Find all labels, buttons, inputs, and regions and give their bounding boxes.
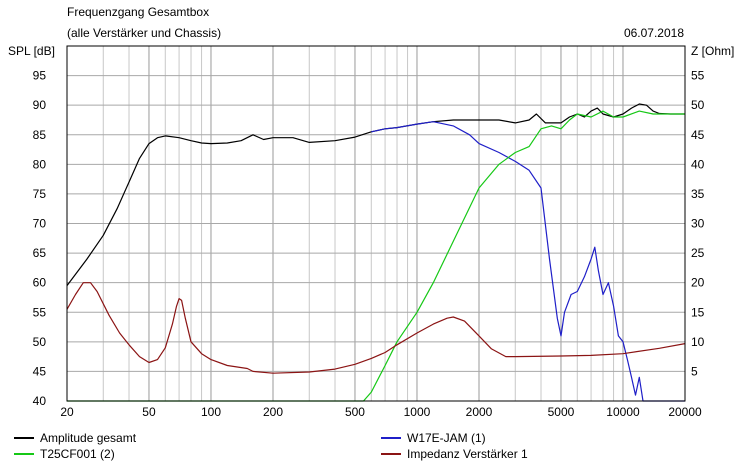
y-right-tick-label: 40 [691, 157, 705, 171]
y-right-tick-label: 25 [691, 246, 705, 260]
y-left-tick-label: 70 [33, 217, 47, 231]
legend-label: Impedanz Verstärker 1 [407, 447, 528, 461]
y-left-tick-label: 90 [33, 98, 47, 112]
x-tick-label: 50 [142, 405, 156, 419]
y-right-tick-label: 10 [691, 335, 705, 349]
x-tick-label: 200 [263, 405, 283, 419]
y-right-tick-label: 50 [691, 98, 705, 112]
chart-date: 06.07.2018 [624, 26, 684, 40]
y-left-tick-label: 45 [33, 364, 47, 378]
y-right-tick-label: 15 [691, 305, 705, 319]
x-tick-label: 100 [201, 405, 221, 419]
series-line-w17e-jam-1 [371, 121, 685, 402]
y-right-axis-label: Z [Ohm] [691, 44, 734, 58]
y-right-tick-label: 20 [691, 276, 705, 290]
x-tick-label: 20 [60, 405, 74, 419]
chart-title: Frequenzgang Gesamtbox [67, 5, 209, 19]
legend-swatch [14, 453, 34, 455]
y-left-tick-label: 80 [33, 157, 47, 171]
legend-label: Amplitude gesamt [40, 431, 137, 445]
y-left-tick-label: 95 [33, 69, 47, 83]
legend-label: W17E-JAM (1) [407, 431, 486, 445]
y-left-tick-label: 40 [33, 394, 47, 408]
legend-swatch [381, 437, 401, 439]
x-tick-label: 5000 [548, 405, 575, 419]
y-right-tick-label: 5 [691, 364, 698, 378]
x-tick-label: 500 [345, 405, 365, 419]
y-left-tick-label: 50 [33, 335, 47, 349]
chart-subtitle: (alle Verstärker und Chassis) [67, 26, 221, 40]
y-left-axis-label: SPL [dB] [8, 44, 55, 58]
y-right-tick-label: 30 [691, 217, 705, 231]
tick-labels: 20 50 100 200 500 1000 2000 5000 10000 20000 40 45 5… [33, 69, 705, 419]
x-tick-label: 2000 [466, 405, 493, 419]
y-left-tick-label: 85 [33, 128, 47, 142]
y-left-tick-label: 55 [33, 305, 47, 319]
plot-frame [66, 45, 686, 402]
x-tick-label: 20000 [668, 405, 702, 419]
y-right-tick-label: 55 [691, 69, 705, 83]
legend-item: Impedanz Verstärker 1 [381, 447, 528, 461]
y-left-tick-label: 60 [33, 276, 47, 290]
series-lines [66, 103, 686, 402]
y-left-tick-label: 65 [33, 246, 47, 260]
series-line-impedanz-verst-rker-1 [66, 282, 686, 374]
y-left-tick-label: 75 [33, 187, 47, 201]
x-tick-label: 1000 [404, 405, 431, 419]
legend-item: Amplitude gesamt [14, 431, 136, 445]
legend-label: T25CF001 (2) [40, 447, 115, 461]
legend-item: T25CF001 (2) [14, 447, 115, 461]
legend-swatch [14, 437, 34, 439]
legend-swatch [381, 453, 401, 455]
x-tick-label: 10000 [606, 405, 640, 419]
legend-item: W17E-JAM (1) [381, 431, 486, 445]
y-right-tick-label: 35 [691, 187, 705, 201]
grid [66, 46, 686, 402]
y-right-tick-label: 45 [691, 128, 705, 142]
